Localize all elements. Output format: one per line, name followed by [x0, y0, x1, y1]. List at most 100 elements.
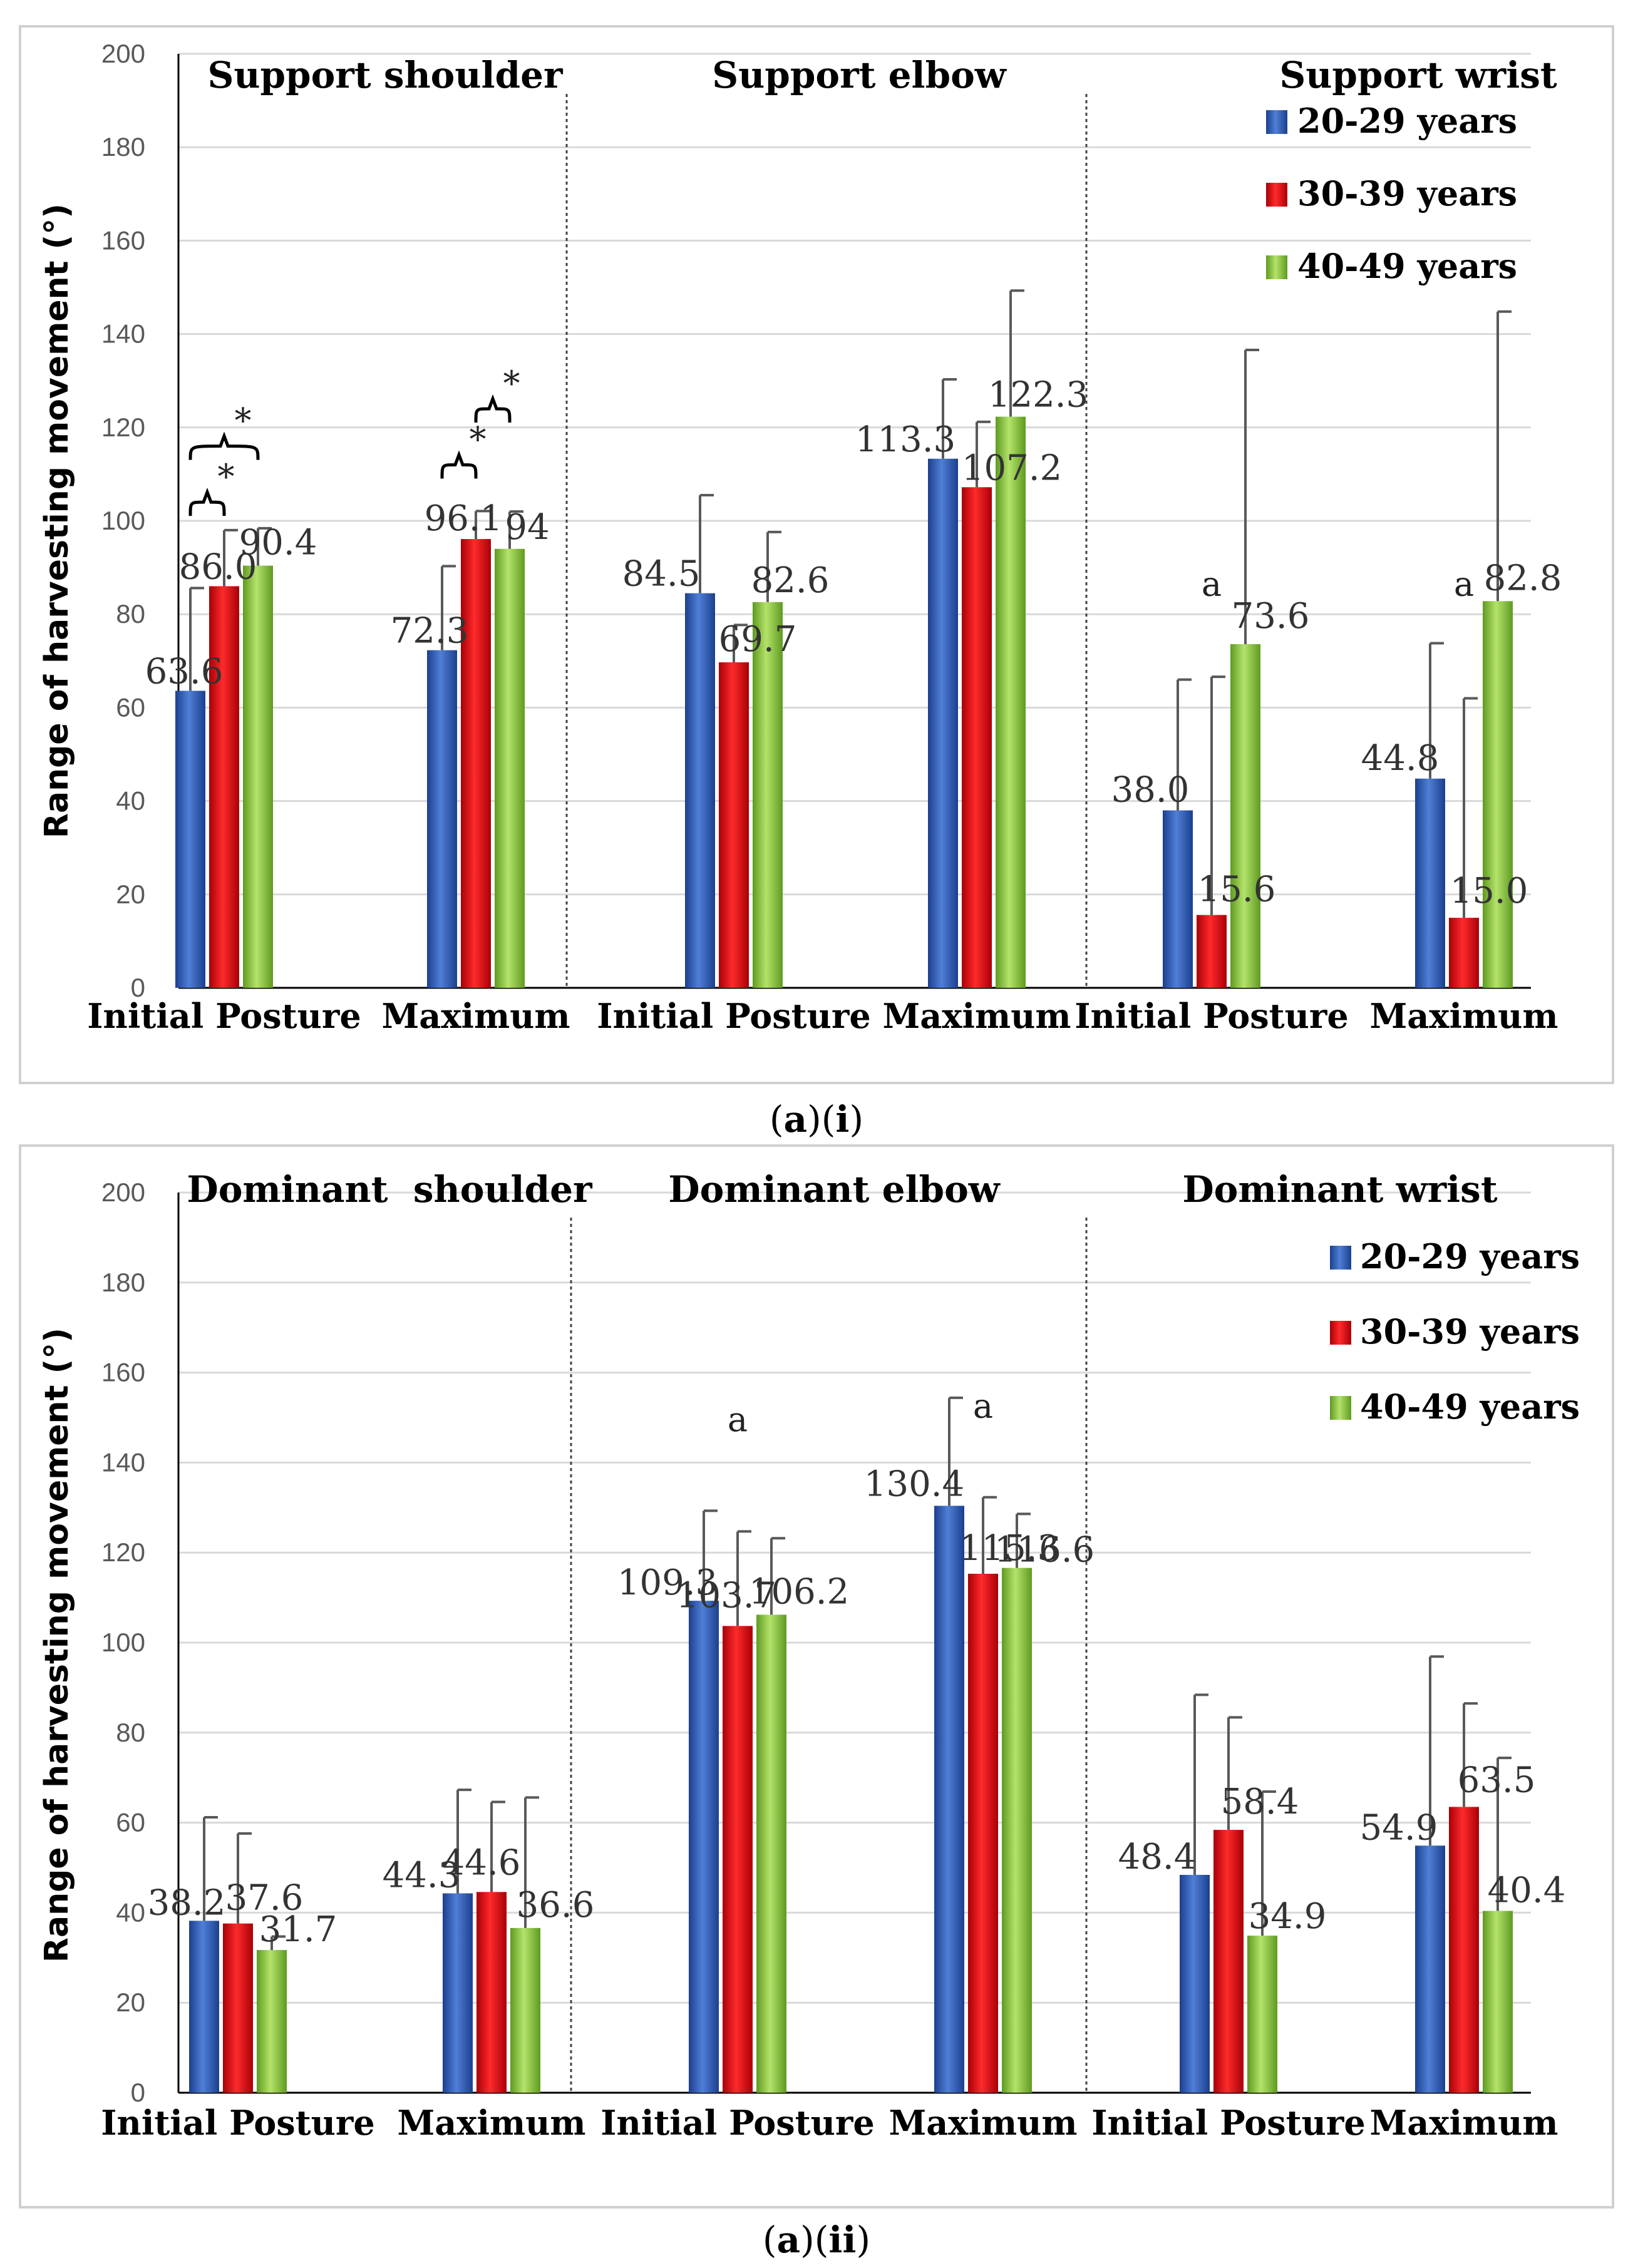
significance-asterisk: *: [470, 419, 487, 459]
data-label-40-49: 34.9: [1249, 1896, 1327, 1937]
bar-30-39: [1197, 915, 1227, 988]
bar-30-39: [1213, 1830, 1244, 2093]
category-label: Initial Posture: [1074, 996, 1348, 1036]
data-label-20-29: 38.2: [148, 1882, 226, 1923]
data-label-40-49: 31.7: [259, 1909, 337, 1950]
legend-swatch-20-29: [1330, 1246, 1351, 1270]
error-bar: [1496, 1757, 1512, 1911]
y-tick-label: 60: [116, 1808, 145, 1837]
error-bar: [189, 587, 204, 691]
y-tick-label: 80: [116, 599, 145, 629]
error-bar: [456, 1788, 471, 1894]
error-bar: [1177, 678, 1192, 811]
y-axis-label: Range of harvesting movement (°): [38, 1328, 76, 1963]
legend-label-20-29: 20-29 years: [1360, 1236, 1580, 1276]
error-bar: [1009, 289, 1024, 417]
bar-40-49: [495, 548, 525, 988]
category-label: Initial Posture: [1091, 2103, 1365, 2143]
bar-40-49: [1230, 644, 1260, 988]
legend-swatch-20-29: [1266, 110, 1287, 134]
y-tick-label: 140: [101, 1447, 145, 1477]
y-tick-label: 180: [101, 132, 145, 162]
error-bar: [1496, 310, 1512, 602]
data-label-20-29: 38.0: [1111, 770, 1190, 811]
data-label-40-49: 82.6: [751, 560, 830, 601]
y-tick-label: 140: [101, 319, 145, 349]
plot-area: 63.686.090.4**72.396.1 94**84.569.782.611…: [145, 289, 1562, 988]
y-tick-label: 60: [116, 692, 145, 722]
bar-40-49: [756, 1614, 786, 2093]
caption-part1: a: [777, 2219, 801, 2261]
category-label: Initial Posture: [101, 2103, 374, 2143]
data-label-20-29: 44.8: [1361, 738, 1440, 779]
caption-part1: a: [784, 1098, 808, 1141]
caption-open: (: [763, 2219, 777, 2261]
data-label-40-49: 116.6: [994, 1530, 1095, 1571]
error-bar: [203, 1815, 218, 1921]
bar-30-39: [962, 487, 992, 988]
error-bar: [1244, 348, 1259, 644]
bar-40-49: [1002, 1568, 1032, 2093]
y-tick-label: 20: [116, 880, 145, 909]
data-label-20-29: 113.3: [855, 419, 956, 460]
data-label-40-49: 90.4: [239, 523, 317, 563]
bar-40-49: [1247, 1936, 1277, 2093]
category-label: Maximum: [1369, 2103, 1558, 2143]
bar-20-29: [934, 1506, 964, 2093]
y-tick-label: 40: [116, 786, 145, 816]
y-tick-label: 120: [101, 1537, 145, 1567]
error-bar: [766, 530, 781, 602]
y-ticks: 0 20 40 60 80 100 120 140 160 180 200: [101, 39, 145, 1002]
error-bar: [703, 1509, 718, 1601]
error-bar: [1463, 697, 1478, 918]
y-tick-label: 200: [101, 1178, 145, 1207]
data-label-40-49: 82.8: [1484, 558, 1562, 598]
y-tick-label: 100: [101, 1628, 145, 1657]
error-bar: [508, 510, 523, 549]
data-label-30-39: 15.0: [1450, 871, 1528, 911]
legend-label-30-39: 30-39 years: [1297, 173, 1517, 213]
error-bar: [770, 1537, 785, 1615]
bar-40-49: [257, 1950, 287, 2093]
bar-40-49: [996, 416, 1026, 988]
y-tick-label: 200: [101, 39, 145, 68]
error-bar: [1193, 1693, 1208, 1875]
data-label-20-29: 84.5: [622, 554, 701, 595]
bar-40-49: [753, 602, 783, 988]
category-label: Maximum: [889, 2103, 1077, 2143]
y-ticks: 0 20 40 60 80 100 120 140 160 180 200: [101, 1178, 145, 2107]
category-label: Maximum: [882, 996, 1071, 1036]
bar-30-39: [1449, 1807, 1479, 2093]
error-bar: [1261, 1790, 1276, 1936]
legend-label-20-29: 20-29 years: [1297, 101, 1517, 141]
data-label-30-39: 115.3: [959, 1528, 1059, 1569]
panel-a-ii: Range of harvesting movement (°) 0 20 40 60…: [19, 1144, 1614, 2261]
legend-swatch-30-39: [1266, 183, 1287, 207]
legend-swatch-30-39: [1330, 1321, 1351, 1345]
data-label-20-29: 72.3: [391, 611, 469, 652]
category-labels: Initial Posture Maximum Initial Posture Max…: [101, 2103, 1558, 2143]
annotation-letter: a: [973, 1387, 993, 1426]
legend-label-30-39: 30-39 years: [1360, 1311, 1580, 1352]
annotation-letter: a: [1202, 564, 1222, 603]
caption-a-i: (a)(i): [770, 1098, 863, 1141]
y-tick-label: 160: [101, 225, 145, 255]
bar-30-39: [968, 1573, 998, 2093]
data-label-20-29: 130.4: [864, 1464, 964, 1504]
category-label: Maximum: [1369, 996, 1558, 1036]
error-bar: [1463, 1702, 1478, 1807]
legend-label-40-49: 40-49 years: [1360, 1387, 1580, 1427]
group-title-dominant-elbow: Dominant elbow: [668, 1168, 1001, 1211]
y-tick-label: 40: [116, 1897, 145, 1927]
error-bar: [237, 1832, 252, 1924]
data-label-20-29: 63.6: [145, 652, 224, 692]
category-labels: Initial Posture Maximum Initial Posture Max…: [87, 996, 1558, 1036]
y-tick-label: 160: [101, 1358, 145, 1387]
data-label-30-39: 58.4: [1221, 1782, 1299, 1822]
bar-30-39: [1449, 918, 1479, 988]
data-label-30-39: 103.7: [676, 1575, 776, 1616]
y-tick-label: 20: [116, 1988, 145, 2017]
bar-20-29: [427, 650, 457, 988]
caption-part2: i: [835, 1098, 849, 1141]
caption-close: ): [849, 1098, 863, 1141]
